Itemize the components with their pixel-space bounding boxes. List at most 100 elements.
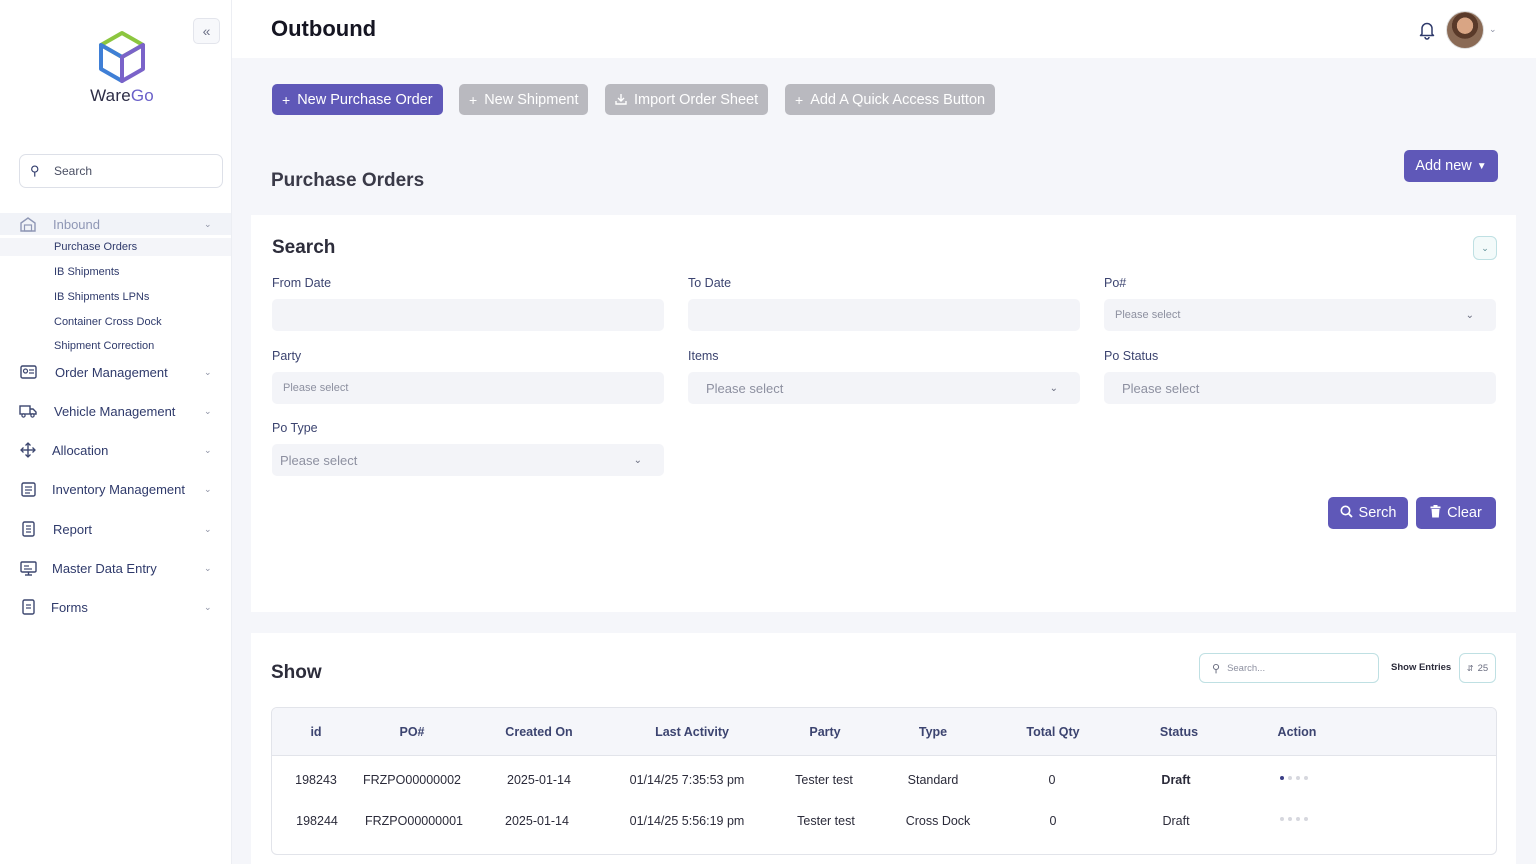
table-search-input[interactable]: ⚲ Search... — [1199, 653, 1379, 683]
avatar[interactable] — [1446, 11, 1484, 49]
chevron-down-icon: ⌄ — [204, 444, 212, 455]
sidebar-subitem-ib-shipments[interactable]: IB Shipments — [54, 266, 120, 278]
order-card-icon — [19, 363, 37, 381]
more-actions-icon[interactable] — [1280, 817, 1308, 821]
sidebar-subitem-ib-shipments-lpns[interactable]: IB Shipments LPNs — [54, 291, 150, 303]
party-select[interactable]: Please select — [272, 372, 664, 404]
chevron-down-icon: ⌄ — [204, 523, 212, 534]
chevron-down-icon: ⌄ — [204, 601, 212, 612]
results-title: Show — [271, 662, 322, 683]
party-label: Party — [272, 349, 302, 363]
cell-type: Standard — [907, 773, 959, 787]
plus-icon: + — [795, 91, 804, 108]
chevron-down-icon: ⌄ — [204, 218, 212, 229]
more-actions-icon[interactable] — [1280, 776, 1308, 780]
collapse-search-button[interactable]: ⌄ — [1473, 236, 1497, 260]
chevron-down-icon[interactable]: ⌄ — [1489, 24, 1497, 34]
sidebar-item-report[interactable]: Report ⌄ — [0, 518, 231, 540]
cell-type: Cross Dock — [905, 814, 971, 828]
cell-created-on: 2025-01-14 — [505, 814, 569, 828]
plus-icon: + — [469, 91, 478, 108]
plus-icon: + — [282, 91, 291, 108]
search-icon — [1340, 505, 1353, 521]
new-purchase-order-button[interactable]: + New Purchase Order — [272, 84, 443, 115]
sidebar-item-inbound[interactable]: Inbound ⌄ — [0, 213, 231, 235]
clear-button[interactable]: Clear — [1416, 497, 1496, 529]
sidebar-item-master-data-entry[interactable]: Master Data Entry ⌄ — [0, 557, 231, 579]
po-number-select[interactable]: Please select ⌄ — [1104, 299, 1496, 331]
sidebar-search[interactable]: ⚲ — [19, 154, 223, 188]
chevron-down-icon: ⌄ — [1465, 309, 1474, 321]
top-header: Outbound ⌄ — [232, 0, 1536, 58]
sidebar-subitem-container-cross-dock[interactable]: Container Cross Dock — [54, 316, 162, 328]
cell-id: 198243 — [295, 773, 337, 787]
purchase-orders-table: id PO# Created On Last Activity Party Ty… — [271, 707, 1497, 855]
show-entries-label: Show Entries — [1391, 662, 1452, 673]
column-header-created-on[interactable]: Created On — [505, 725, 573, 739]
cube-logo-icon — [99, 31, 145, 83]
search-icon: ⚲ — [1212, 662, 1221, 675]
chevron-down-icon: ⌄ — [1481, 242, 1489, 253]
from-date-label: From Date — [272, 276, 332, 290]
items-label: Items — [688, 349, 719, 363]
import-order-sheet-button[interactable]: Import Order Sheet — [605, 84, 769, 115]
sidebar-subitem-shipment-correction[interactable]: Shipment Correction — [54, 340, 155, 352]
chevron-down-icon: ⌄ — [204, 483, 212, 494]
sidebar-subitem-purchase-orders[interactable]: Purchase Orders — [0, 238, 231, 256]
column-header-status[interactable]: Status — [1159, 725, 1199, 739]
cell-id: 198244 — [296, 814, 338, 828]
chevron-down-icon: ⌄ — [204, 405, 212, 416]
column-header-po[interactable]: PO# — [399, 725, 425, 739]
page-title: Outbound — [271, 16, 377, 41]
sidebar-search-input[interactable] — [54, 164, 204, 178]
up-down-icon: ⇵ — [1466, 663, 1474, 673]
cell-last-activity: 01/14/25 5:56:19 pm — [629, 814, 745, 828]
download-icon — [615, 92, 627, 108]
monitor-icon — [19, 559, 37, 577]
sidebar-item-vehicle-management[interactable]: Vehicle Management ⌄ — [0, 400, 231, 422]
po-status-label: Po Status — [1104, 349, 1159, 363]
add-new-button[interactable]: Add new ▼ — [1404, 150, 1498, 182]
column-header-last-activity[interactable]: Last Activity — [655, 725, 729, 739]
po-status-select[interactable]: Please select — [1104, 372, 1496, 404]
po-type-select[interactable]: Please select ⌄ — [272, 444, 664, 476]
sidebar: « WareGo ⚲ Inbound ⌄ Purchase Orders IB … — [0, 0, 232, 864]
cell-po: FRZPO00000002 — [363, 773, 461, 787]
column-header-party[interactable]: Party — [809, 725, 841, 739]
search-button[interactable]: Serch — [1328, 497, 1408, 529]
cell-total-qty: 0 — [1048, 773, 1056, 787]
sidebar-item-order-management[interactable]: Order Management ⌄ — [0, 361, 231, 383]
move-arrows-icon — [19, 441, 37, 459]
section-title: Purchase Orders — [271, 170, 425, 191]
results-panel: Show ⚲ Search... Show Entries ⇵ 25 id PO… — [251, 633, 1516, 864]
column-header-type[interactable]: Type — [918, 725, 948, 739]
to-date-field[interactable] — [688, 299, 1080, 331]
po-number-label: Po# — [1104, 276, 1127, 290]
cell-po: FRZPO00000001 — [365, 814, 463, 828]
column-header-total-qty[interactable]: Total Qty — [1026, 725, 1080, 739]
chevron-down-icon: ⌄ — [204, 366, 212, 377]
cell-total-qty: 0 — [1049, 814, 1057, 828]
inventory-list-icon — [19, 480, 37, 498]
sidebar-item-inventory-management[interactable]: Inventory Management ⌄ — [0, 478, 231, 500]
collapse-sidebar-button[interactable]: « — [193, 18, 220, 44]
new-shipment-button[interactable]: + New Shipment — [459, 84, 589, 115]
cell-last-activity: 01/14/25 7:35:53 pm — [629, 773, 745, 787]
entries-stepper[interactable]: ⇵ 25 — [1459, 653, 1496, 683]
status-badge: Draft — [1162, 814, 1190, 828]
add-quick-access-button[interactable]: + Add A Quick Access Button — [785, 84, 996, 115]
sidebar-item-forms[interactable]: Forms ⌄ — [0, 596, 231, 618]
from-date-field[interactable] — [272, 299, 664, 331]
items-select[interactable]: Please select ⌄ — [688, 372, 1080, 404]
po-type-label: Po Type — [272, 421, 318, 435]
trash-icon — [1430, 505, 1441, 521]
status-badge: Draft — [1161, 773, 1191, 787]
chevron-down-icon: ⌄ — [204, 562, 212, 573]
column-header-id[interactable]: id — [310, 725, 322, 739]
search-icon: ⚲ — [30, 163, 40, 178]
truck-icon — [19, 402, 37, 420]
bell-icon[interactable] — [1418, 20, 1436, 40]
sidebar-item-allocation[interactable]: Allocation ⌄ — [0, 439, 231, 461]
chevron-down-icon: ⌄ — [633, 454, 642, 466]
cell-created-on: 2025-01-14 — [507, 773, 571, 787]
